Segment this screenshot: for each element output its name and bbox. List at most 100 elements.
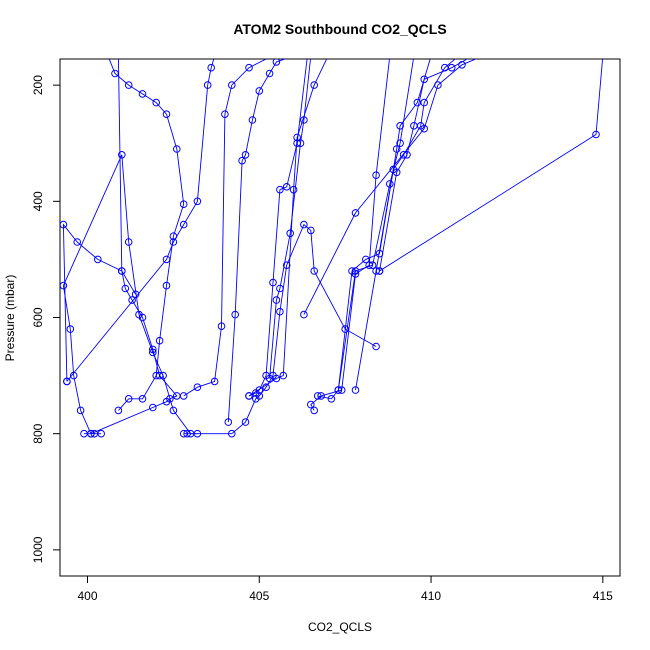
data-point — [118, 151, 126, 159]
data-point — [313, 392, 322, 400]
x-axis-label: CO2_QCLS — [308, 620, 372, 634]
data-point — [447, 63, 456, 72]
data-point — [179, 200, 188, 208]
data-point — [69, 371, 78, 380]
data-point — [94, 255, 102, 264]
data-point — [289, 185, 298, 194]
data-point — [403, 151, 411, 159]
data-point — [228, 81, 236, 89]
data-point — [118, 267, 126, 275]
data-point — [458, 61, 466, 69]
series-line — [108, 59, 185, 411]
x-tick-label: 400 — [77, 589, 97, 603]
data-point — [128, 296, 136, 304]
data-point — [286, 229, 295, 238]
series-line — [62, 154, 198, 435]
data-point — [60, 281, 68, 290]
series-18 — [300, 59, 477, 319]
data-point — [255, 386, 264, 394]
data-point — [114, 406, 123, 415]
data-point — [272, 296, 281, 304]
data-point — [152, 98, 160, 107]
data-point — [300, 310, 308, 319]
data-point — [375, 267, 384, 275]
data-point — [410, 122, 418, 130]
chart-title: ATOM2 Southbound CO2_QCLS — [233, 21, 446, 37]
data-point — [166, 395, 174, 403]
series-layer — [60, 59, 604, 438]
data-point — [310, 406, 319, 415]
data-point — [293, 133, 301, 142]
data-point — [138, 90, 147, 98]
series-line — [183, 59, 268, 397]
y-axis-label: Pressure (mbar) — [3, 275, 17, 362]
data-point — [66, 325, 75, 333]
series-8 — [224, 59, 287, 426]
data-point — [265, 69, 274, 78]
data-point — [169, 238, 178, 246]
data-point — [245, 392, 253, 400]
data-point — [162, 255, 171, 264]
series-line — [310, 59, 390, 411]
data-point — [162, 281, 171, 290]
series-line — [183, 223, 377, 435]
data-point — [241, 151, 250, 159]
data-point — [169, 406, 178, 415]
data-point — [307, 226, 315, 235]
data-point — [276, 284, 284, 293]
data-point — [348, 267, 356, 275]
data-point — [248, 116, 257, 124]
data-point — [179, 220, 188, 229]
data-point — [351, 209, 360, 217]
data-point — [124, 395, 133, 403]
data-point — [238, 156, 246, 165]
data-point — [207, 63, 215, 72]
data-point — [210, 377, 219, 386]
data-point — [183, 429, 191, 438]
data-point — [149, 403, 157, 412]
series-5 — [63, 59, 215, 386]
data-point — [63, 377, 71, 386]
x-tick-label: 415 — [593, 589, 613, 603]
data-point — [372, 171, 380, 179]
data-point — [87, 429, 95, 438]
data-point — [362, 255, 370, 264]
x-tick-label: 410 — [421, 589, 441, 603]
data-point — [368, 261, 377, 270]
series-line — [62, 223, 136, 382]
series-17 — [375, 59, 604, 275]
data-point — [386, 180, 394, 188]
data-point — [138, 313, 147, 322]
y-tick-label: 200 — [31, 75, 45, 95]
data-point — [420, 98, 429, 107]
data-point — [255, 87, 264, 95]
data-point — [179, 429, 188, 438]
data-point — [272, 59, 281, 66]
data-point — [276, 307, 284, 316]
series-3 — [87, 59, 181, 438]
data-point — [124, 81, 133, 89]
data-point — [392, 168, 401, 177]
data-point — [60, 220, 68, 229]
series-line — [269, 59, 311, 379]
data-point — [224, 418, 233, 426]
series-2 — [60, 151, 202, 438]
data-point — [272, 374, 281, 383]
data-point — [392, 145, 401, 153]
data-point — [310, 81, 319, 89]
data-point — [434, 81, 442, 89]
series-11 — [245, 59, 328, 400]
y-tick-label: 600 — [31, 307, 45, 327]
series-line — [379, 59, 604, 272]
y-tick-label: 400 — [31, 191, 45, 211]
data-point — [124, 238, 133, 246]
data-point — [155, 371, 164, 380]
data-point — [372, 267, 380, 275]
data-point — [282, 183, 291, 191]
data-point — [173, 145, 181, 153]
series-line — [248, 59, 328, 397]
x-axis: 400 405 410 415 — [77, 576, 613, 603]
data-point — [279, 371, 288, 380]
